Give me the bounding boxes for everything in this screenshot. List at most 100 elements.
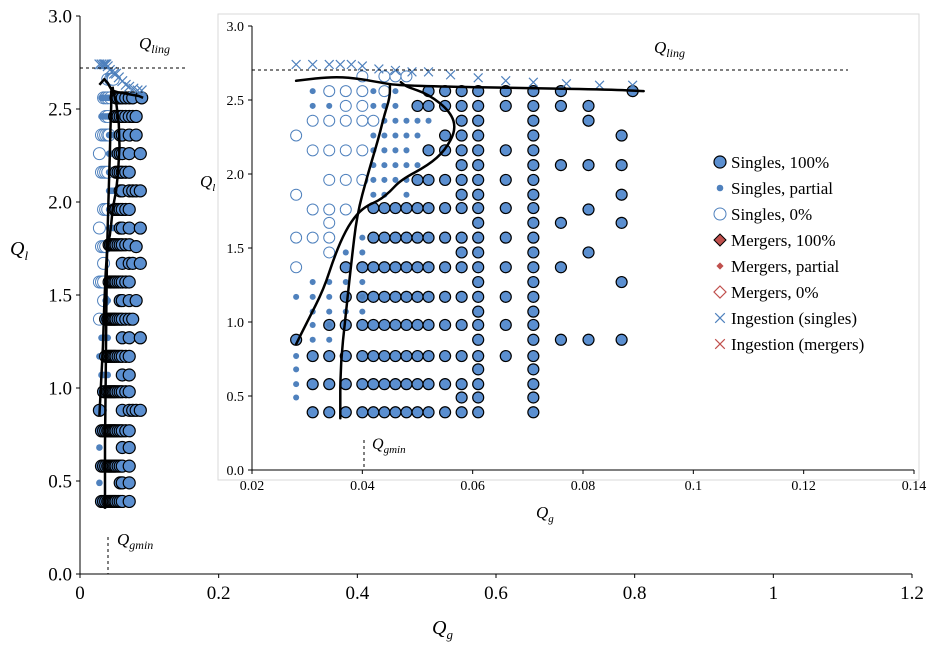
legend-item: Ingestion (singles): [714, 309, 857, 328]
inset-point-circle-filled-outlined: [472, 349, 485, 363]
inset-point-dot: [392, 147, 399, 154]
inset-point-circle-filled-outlined: [472, 246, 485, 259]
outer-point-circle-filled-outlined: [122, 424, 136, 438]
inset-point-dot: [309, 293, 316, 300]
inset-point-dot: [414, 162, 421, 169]
inset-point-dot: [293, 293, 300, 300]
inset-point-dot: [293, 381, 300, 388]
legend-item: Singles, 100%: [713, 153, 829, 172]
outer-point-x: [108, 68, 120, 79]
inset-point-circle-open: [339, 99, 352, 112]
inset-point-circle-filled-outlined: [554, 99, 568, 113]
outer-point-circle-filled-outlined: [133, 331, 147, 345]
inset-point-circle-filled-outlined: [323, 406, 336, 419]
outer-point-circle-filled-outlined: [126, 312, 140, 326]
inset-point-circle-filled-outlined: [411, 349, 424, 363]
inset-point-dot: [370, 176, 377, 183]
inset-point-circle-filled-outlined: [367, 290, 380, 303]
inset-point-circle-filled-outlined: [527, 378, 540, 391]
inset-point-dot: [359, 293, 366, 300]
inset-point-dot: [359, 234, 366, 241]
inset-point-circle-filled-outlined: [472, 173, 485, 187]
inset-y-tick-label: 0.0: [227, 464, 245, 479]
outer-point-dot: [96, 444, 103, 451]
inset-point-dot: [293, 366, 300, 373]
legend-marker-circle-filled-outlined: [713, 155, 727, 169]
inset-point-x: [627, 80, 638, 91]
inset-point-circle-filled-outlined: [455, 188, 468, 201]
inset-point-circle-open: [389, 70, 402, 83]
inset-point-circle-filled-outlined: [455, 99, 468, 113]
inset-point-x: [528, 77, 539, 88]
inset-point-circle-open: [339, 85, 352, 98]
legend-marker-x: [714, 312, 726, 324]
inset-y-axis-label: Ql: [200, 172, 215, 194]
outer-y-tick-label: 2.0: [48, 193, 72, 214]
inset-x-tick-label: 0.06: [460, 479, 485, 494]
inset-point-dot: [309, 336, 316, 343]
inset-point-circle-filled-outlined: [411, 406, 424, 419]
legend-label: Mergers, 100%: [731, 231, 836, 250]
inset-x-tick-label: 0.08: [571, 479, 596, 494]
inset-point-circle-open: [356, 144, 369, 157]
inset-point-circle-open: [339, 144, 352, 157]
inset-point-circle-filled-outlined: [422, 406, 435, 419]
inset-point-circle-filled-outlined: [438, 231, 452, 244]
inset-point-circle-filled-outlined: [527, 201, 540, 215]
inset-point-x: [473, 72, 484, 83]
inset-point-dot: [414, 132, 421, 139]
inset-x-tick-label: 0.12: [791, 479, 816, 494]
inset-point-circle-filled-outlined: [455, 201, 468, 215]
outer-point-x: [132, 85, 143, 96]
legend-item: Mergers, 0%: [713, 283, 819, 302]
outer-y-ticks: 0.0 0.5 1.0 1.5 2.0 2.5 3.0: [48, 7, 80, 586]
inset-point-circle-filled-outlined: [378, 349, 391, 363]
inset-point-dot: [403, 162, 410, 169]
inset-point-circle-filled-outlined: [472, 114, 485, 127]
inset-point-circle-filled-outlined: [472, 188, 485, 201]
inset-point-circle-filled-outlined: [438, 173, 452, 187]
outer-data-points: [92, 59, 149, 509]
inset-boundary-curve-2: [294, 80, 456, 346]
inset-point-circle-filled-outlined: [455, 290, 468, 303]
inset-point-circle-filled-outlined: [400, 290, 413, 303]
legend-marker-diamond-open: [713, 285, 727, 299]
inset-point-circle-filled-outlined: [472, 144, 485, 157]
inset-point-dot: [392, 176, 399, 183]
inset-point-circle-filled-outlined: [455, 378, 468, 391]
inset-point-circle-filled-outlined: [615, 159, 628, 172]
inset-point-dot: [309, 321, 316, 328]
inset-point-circle-filled-outlined: [438, 378, 452, 391]
inset-point-circle-filled-outlined: [582, 203, 595, 216]
inset-point-circle-filled-outlined: [455, 85, 468, 98]
inset-point-circle-filled-outlined: [472, 216, 485, 229]
inset-point-dot: [359, 249, 366, 256]
legend-label: Singles, partial: [731, 179, 833, 198]
legend-marker-diamond-small: [716, 262, 724, 270]
inset-point-circle-filled-outlined: [455, 349, 468, 363]
inset-point-circle-filled-outlined: [472, 333, 485, 346]
inset-point-x: [561, 78, 572, 89]
inset-point-x: [291, 59, 301, 70]
inset-point-circle-filled-outlined: [615, 333, 628, 346]
inset-point-circle-filled-outlined: [527, 261, 540, 274]
inset-point-circle-filled-outlined: [306, 349, 319, 363]
inset-point-circle-filled-outlined: [389, 406, 402, 419]
inset-point-circle-open: [323, 144, 336, 157]
outer-point-circle-filled-outlined: [133, 221, 147, 235]
inset-point-dot: [403, 191, 410, 198]
inset-point-x: [324, 59, 335, 70]
inset-point-circle-filled-outlined: [472, 231, 485, 244]
inset-point-circle-filled-outlined: [455, 246, 468, 259]
inset-point-circle-filled-outlined: [356, 318, 369, 332]
inset-point-circle-filled-outlined: [582, 246, 595, 259]
outer-y-tick-label: 0.5: [48, 472, 72, 493]
legend-marker-dot: [716, 184, 724, 192]
inset-point-x: [357, 61, 368, 71]
inset-point-circle-filled-outlined: [499, 290, 512, 303]
legend-item: Singles, partial: [716, 179, 833, 198]
inset-point-circle-filled-outlined: [422, 201, 435, 215]
inset-point-circle-filled-outlined: [527, 129, 540, 142]
outer-point-circle-filled-outlined: [129, 128, 143, 142]
inset-point-circle-filled-outlined: [367, 261, 380, 274]
